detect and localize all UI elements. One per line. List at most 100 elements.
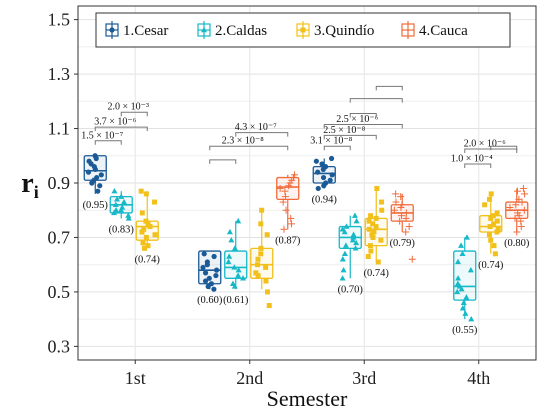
data-point <box>320 174 327 181</box>
data-point <box>211 253 217 260</box>
data-point <box>125 212 132 218</box>
data-point <box>513 228 521 236</box>
data-point <box>253 270 259 276</box>
data-point <box>97 183 103 189</box>
y-tick-label: 0.3 <box>48 336 71 356</box>
data-point <box>339 256 346 262</box>
data-point <box>213 267 220 273</box>
data-point <box>145 221 151 227</box>
comparison-bracket <box>464 163 492 168</box>
data-point <box>141 226 147 232</box>
data-point <box>519 184 527 192</box>
data-point <box>369 232 375 238</box>
data-point <box>226 228 233 235</box>
data-point <box>279 198 287 206</box>
legend-item-4.Cauca: 4.Cauca <box>401 21 468 39</box>
legend-key-marker <box>404 26 412 34</box>
data-point <box>263 264 269 270</box>
data-point <box>379 207 385 213</box>
data-point <box>139 210 145 216</box>
median-label: (0.55) <box>452 325 478 336</box>
data-point <box>138 188 144 194</box>
comparison-bracket <box>94 126 148 132</box>
comparison-bracket <box>375 85 403 91</box>
data-point <box>341 250 348 256</box>
comparison-bracket <box>490 145 518 151</box>
data-point <box>264 232 270 238</box>
data-point <box>328 155 335 162</box>
data-point <box>518 198 526 206</box>
data-point <box>467 266 474 273</box>
data-point <box>118 207 125 213</box>
comparison-bracket <box>94 140 122 145</box>
data-point <box>202 270 209 276</box>
p-value-label: 2.3 × 10⁻⁸ <box>222 136 264 147</box>
data-point <box>455 275 462 281</box>
box-3rd-3.Quindío: (0.74) <box>364 185 389 279</box>
data-point <box>390 206 398 214</box>
data-point <box>370 221 376 227</box>
median-label: (0.95) <box>83 200 109 211</box>
median-label: (0.60) <box>197 295 223 306</box>
y-tick-label: 0.9 <box>48 173 71 193</box>
median-label: (0.83) <box>109 224 135 235</box>
data-point <box>482 202 488 208</box>
p-value-label: 2.0 × 10⁻⁶ <box>464 138 506 149</box>
data-point <box>350 234 357 240</box>
data-point <box>93 155 99 162</box>
median-label: (0.87) <box>275 235 301 246</box>
data-point <box>521 190 529 198</box>
data-point <box>492 251 498 257</box>
y-axis-title-main: r <box>21 168 33 199</box>
y-axis: 0.3 0.5 0.7 0.9 1.1 1.3 1.5 <box>48 10 78 356</box>
data-point <box>140 240 146 246</box>
box-1st-1.Cesar: (0.95) <box>83 153 109 211</box>
data-point <box>353 217 360 224</box>
data-point <box>506 204 514 212</box>
data-point <box>368 248 374 254</box>
data-point <box>285 182 293 190</box>
legend-key-marker <box>109 27 115 33</box>
data-point <box>512 201 520 209</box>
data-point <box>211 286 217 292</box>
data-point <box>487 224 493 230</box>
legend-item-1.Cesar: 1.Cesar <box>105 21 168 39</box>
data-point <box>458 286 465 292</box>
legend-label: 1.Cesar <box>123 23 168 39</box>
data-point <box>459 305 466 311</box>
outlier-point <box>408 255 416 263</box>
data-point <box>287 214 295 222</box>
box-3rd-1.Cesar: (0.94) <box>312 155 338 205</box>
data-point <box>513 187 521 195</box>
data-point <box>143 191 149 197</box>
data-point <box>352 245 359 251</box>
comparison-bracket <box>120 111 148 117</box>
data-point <box>329 172 335 178</box>
median-label: (0.74) <box>135 254 161 265</box>
legend: 1.Cesar 2.Caldas 3.Quindío 4.Cauca <box>95 12 511 48</box>
data-point <box>282 206 290 214</box>
data-point <box>371 229 377 235</box>
data-point <box>460 299 467 306</box>
data-point <box>402 214 410 222</box>
data-point <box>349 236 356 243</box>
data-point <box>468 315 475 322</box>
data-point <box>142 245 148 251</box>
comparison-bracket <box>323 145 351 151</box>
data-point <box>313 158 319 164</box>
data-point <box>397 204 405 212</box>
data-point <box>491 243 497 249</box>
data-point <box>98 172 104 178</box>
data-point <box>259 207 265 213</box>
median-label: (0.94) <box>312 194 338 205</box>
p-value-label: 1.5 × 10⁻⁷ <box>81 130 123 141</box>
data-point <box>147 224 153 230</box>
data-point <box>491 221 497 227</box>
data-point <box>341 228 348 235</box>
legend-label: 4.Cauca <box>419 23 468 39</box>
data-point <box>370 234 376 240</box>
y-tick-label: 0.5 <box>48 282 71 302</box>
data-point <box>340 266 347 273</box>
data-point <box>462 310 469 316</box>
